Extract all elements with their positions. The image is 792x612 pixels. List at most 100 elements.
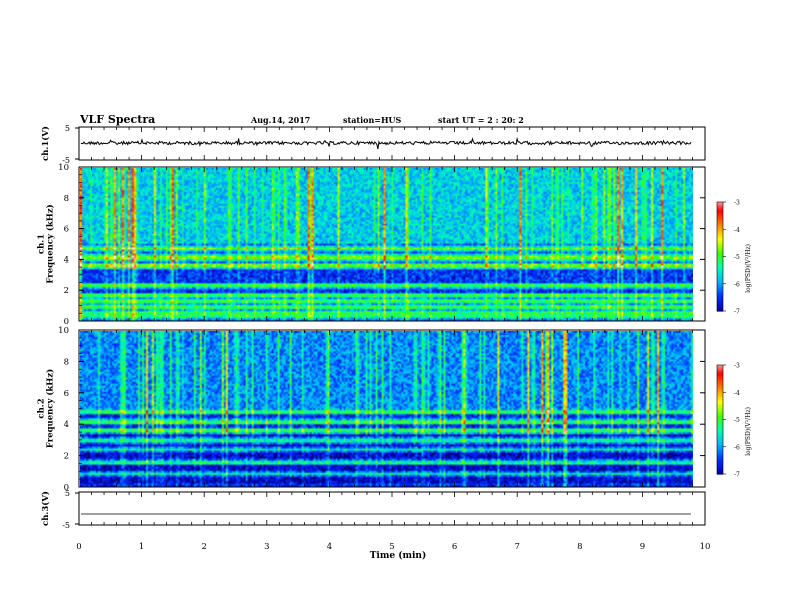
colorbar-cell xyxy=(717,276,723,279)
colorbar-cell xyxy=(717,292,723,296)
colorbar-cell xyxy=(717,450,723,453)
colorbar-tick-label: -4 xyxy=(734,227,740,234)
spectrogram-image xyxy=(80,168,693,321)
colorbar-tick-label: -7 xyxy=(734,309,740,316)
colorbar-label: log(PSD)(V²/Hz) xyxy=(745,407,752,456)
x-tick-label: 5 xyxy=(389,542,394,552)
colorbar-cell xyxy=(717,365,723,368)
colorbar-cell xyxy=(717,401,723,404)
colorbar-cell xyxy=(717,272,723,276)
colorbar-cell xyxy=(717,207,723,210)
y-tick-label: 10 xyxy=(58,326,69,336)
colorbar-cell xyxy=(717,472,723,475)
colorbar-cell xyxy=(717,454,723,457)
colorbar-cell xyxy=(717,421,723,424)
start-time-label: start UT = 2 : 20: 2 xyxy=(438,115,524,125)
colorbar-cell xyxy=(717,223,723,227)
colorbar-tick-label: -6 xyxy=(734,444,740,451)
y-tick-label: 8 xyxy=(64,194,69,204)
colorbar-cell xyxy=(717,394,723,397)
ch1-waveform-panel: 5 -5 ch.1(V) xyxy=(40,124,706,165)
colorbar-cell xyxy=(717,216,723,219)
colorbar-cell xyxy=(717,366,723,370)
spectrogram-image xyxy=(80,331,693,487)
x-tick-label: 1 xyxy=(139,542,144,552)
colorbar-cell xyxy=(717,403,723,406)
colorbar-cell xyxy=(717,437,723,441)
colorbar-cell xyxy=(717,265,723,268)
colorbar-cell xyxy=(717,424,723,428)
colorbar-cell xyxy=(717,443,723,446)
colorbar-cell xyxy=(717,466,723,470)
colorbars: -3 -4 -5 -6 -7 log(PSD)(V²/Hz) -3 -4 -5 -6 -7 log(P… xyxy=(716,200,752,479)
colorbar-cell xyxy=(717,432,723,435)
colorbar-tick-label: -3 xyxy=(734,200,740,207)
colorbar-cell xyxy=(717,238,723,241)
colorbar-cell xyxy=(717,227,723,230)
colorbar-cell xyxy=(717,294,723,298)
colorbar-cell xyxy=(717,291,723,294)
colorbar-cell xyxy=(717,415,723,419)
y-tick-label: 2 xyxy=(64,286,69,296)
x-tick-label: 3 xyxy=(264,542,269,552)
colorbar-cell xyxy=(717,381,723,384)
y-axis-label: ch.1(V) xyxy=(40,126,51,161)
colorbar-cell xyxy=(717,249,723,252)
colorbar-cell xyxy=(717,229,723,232)
waveform-trace xyxy=(80,136,692,150)
colorbar-cell xyxy=(717,423,723,426)
x-tick-label: 6 xyxy=(452,542,457,552)
colorbar-cell xyxy=(717,289,723,292)
y-tick-label: 5 xyxy=(65,124,70,133)
colorbar-cell xyxy=(717,281,723,285)
colorbar-cell xyxy=(717,278,723,281)
colorbar-cell xyxy=(717,305,723,308)
colorbar-cell xyxy=(717,395,723,399)
x-tick-label: 10 xyxy=(700,542,711,552)
colorbar-cell xyxy=(717,260,723,263)
x-axis-label: Time (min) xyxy=(370,550,427,561)
colorbar-cell xyxy=(717,419,723,422)
colorbar-tick-label: -6 xyxy=(734,281,740,288)
y-tick-label: 5 xyxy=(65,489,70,498)
colorbar-cell xyxy=(717,444,723,448)
colorbar-cell xyxy=(717,379,723,382)
x-tick-label: 2 xyxy=(201,542,206,552)
colorbar-cell xyxy=(717,390,723,393)
y-tick-label: 10 xyxy=(58,163,69,173)
colorbar-cell xyxy=(717,426,723,430)
y-tick-label: -5 xyxy=(62,156,70,165)
colorbar-cell xyxy=(717,212,723,216)
colorbar-cell xyxy=(717,283,723,287)
y-axis-label: ch.1Frequency (kHz) xyxy=(37,204,56,283)
colorbar-cell xyxy=(717,412,723,415)
colorbar-cell xyxy=(717,435,723,439)
y-axis-label: ch.2Frequency (kHz) xyxy=(37,369,56,448)
colorbar-cell xyxy=(717,461,723,464)
colorbar-cell xyxy=(717,218,723,221)
colorbar-cell xyxy=(717,383,723,386)
y-tick-label: 2 xyxy=(64,452,69,462)
colorbar-cell xyxy=(717,243,723,247)
y-tick-label: 4 xyxy=(64,255,69,265)
colorbar-cell xyxy=(717,203,723,207)
x-tick-label: 9 xyxy=(640,542,645,552)
colorbar-cell xyxy=(717,256,723,259)
colorbar-cell xyxy=(717,441,723,444)
colorbar-tick-label: -7 xyxy=(734,472,740,479)
colorbar-cell xyxy=(717,307,723,310)
colorbar-cell xyxy=(717,202,723,205)
colorbar-cell xyxy=(717,386,723,390)
colorbar-cell xyxy=(717,434,723,437)
x-tick-label: 4 xyxy=(327,542,332,552)
colorbar-label: log(PSD)(V²/Hz) xyxy=(745,244,752,293)
colorbar-cell xyxy=(717,459,723,462)
colorbar-cell xyxy=(717,252,723,256)
colorbar-cell xyxy=(717,428,723,431)
colorbar-tick-label: -4 xyxy=(734,390,740,397)
colorbar-cell xyxy=(717,303,723,307)
colorbar-cell xyxy=(717,455,723,459)
colorbar-cell xyxy=(717,439,723,442)
y-tick-label: 6 xyxy=(64,225,69,235)
colorbar-cell xyxy=(717,269,723,272)
